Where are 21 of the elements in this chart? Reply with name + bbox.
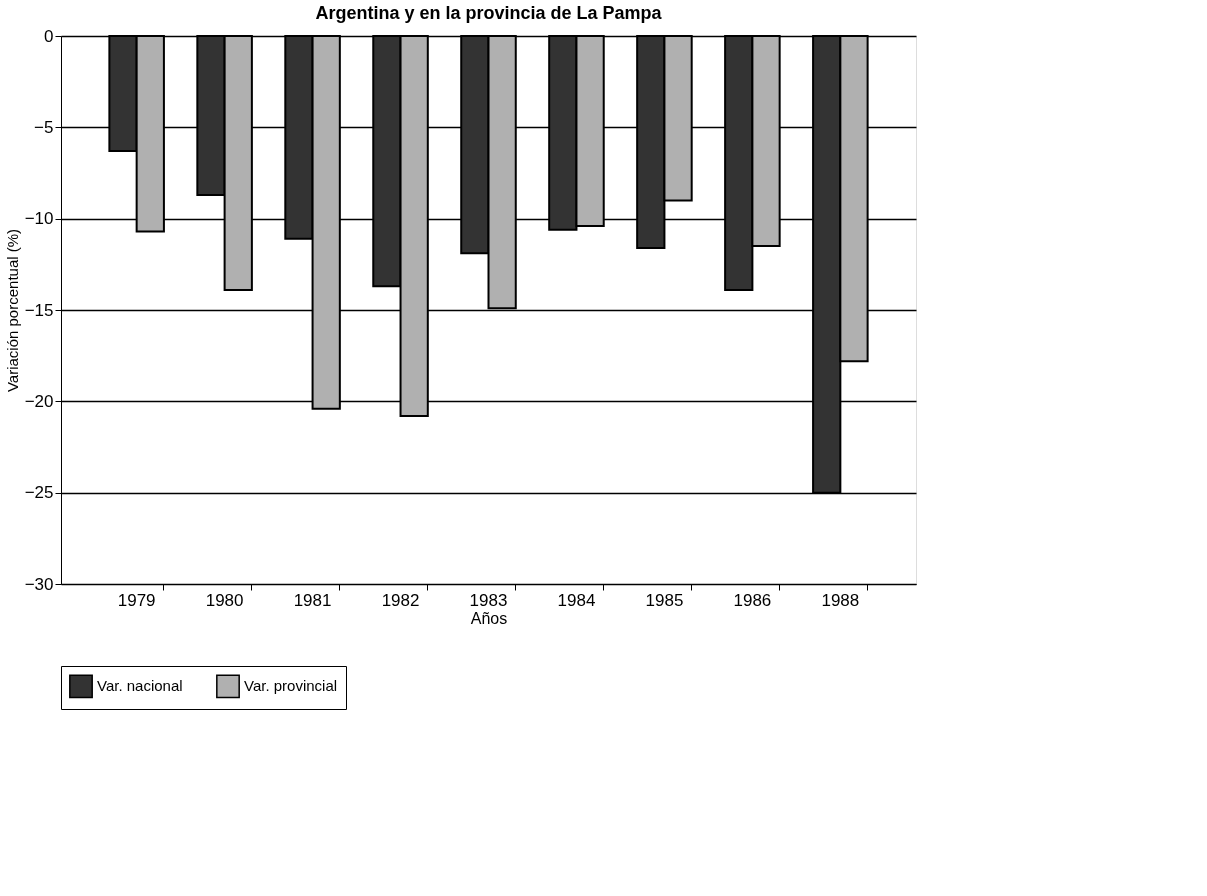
y-tick-label: −5 bbox=[34, 117, 54, 137]
x-tick-label: 1982 bbox=[381, 590, 420, 610]
x-tick-label: 1984 bbox=[557, 590, 596, 610]
x-axis-title: Años bbox=[470, 609, 508, 627]
x-tick-label: 1981 bbox=[293, 590, 332, 610]
y-tick-label: −25 bbox=[24, 483, 54, 503]
legend-label: Var. provincial bbox=[244, 677, 338, 695]
y-tick-label: 0 bbox=[44, 26, 54, 46]
y-tick-label: −10 bbox=[24, 209, 54, 229]
y-tick-label: −30 bbox=[24, 574, 54, 594]
x-tick-label: 1980 bbox=[205, 590, 244, 610]
x-tick-label: 1979 bbox=[117, 590, 156, 610]
y-tick-label: −20 bbox=[24, 391, 54, 411]
y-tick-label: −15 bbox=[24, 300, 54, 320]
y-axis-title: Variación porcentual (%) bbox=[3, 228, 21, 393]
x-tick-label: 1983 bbox=[469, 590, 508, 610]
legend-label: Var. nacional bbox=[97, 677, 183, 695]
x-tick-label: 1986 bbox=[733, 590, 772, 610]
chart-title: Argentina y en la provincia de La Pampa bbox=[315, 3, 663, 23]
x-tick-label: 1985 bbox=[645, 590, 684, 610]
x-tick-label: 1988 bbox=[821, 590, 860, 610]
